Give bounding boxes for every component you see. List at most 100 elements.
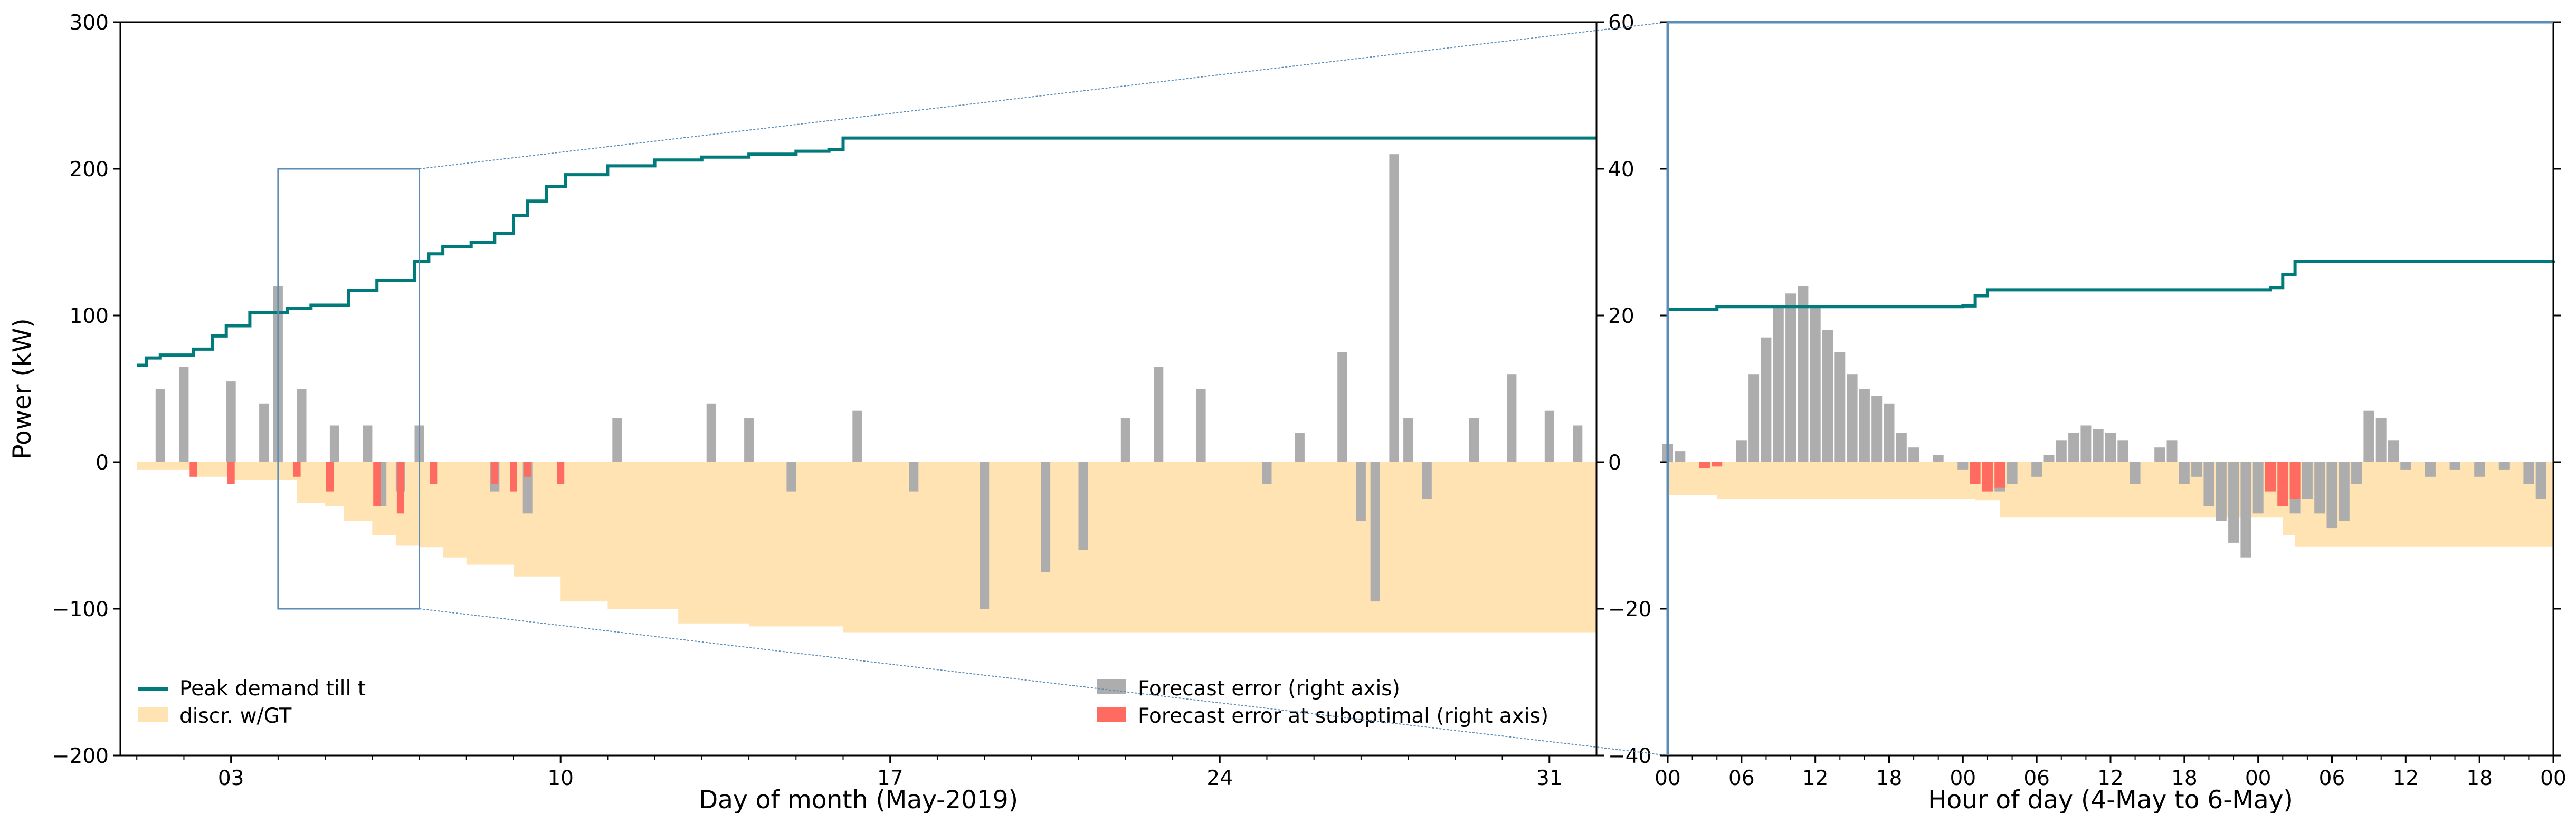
zoom-forecast-error-suboptimal-bar-4 [1994, 462, 2005, 488]
forecast-error-bar-22 [1120, 418, 1130, 462]
forecast-error-bar-6 [329, 425, 339, 462]
zoom-x-tick-label: 12 [2393, 767, 2419, 790]
right-y-tick-label: 0 [1608, 451, 1621, 475]
zoom-forecast-error-bar-51 [2388, 440, 2399, 462]
legend-discr-label: discr. w/GT [179, 704, 291, 728]
zoom-forecast-error-bar-35 [2191, 462, 2202, 477]
zoom-x-tick-label: 00 [2245, 767, 2271, 790]
forecast-error-bar-18 [909, 462, 919, 492]
forecast-error-bar-16 [786, 462, 796, 492]
peak-demand-line [137, 136, 1596, 367]
right-chart-panel: 00 06 12 18 00 06 12 18 00 06 12 18 00 Hour of day (… [1655, 21, 2567, 815]
zoom-discr-gt-area-path [1668, 462, 2553, 547]
zoom-connector-lines [419, 22, 1668, 756]
legend-forecast-error-suboptimal-label: Forecast error at suboptimal (right axis… [1138, 704, 1548, 728]
zoom-connector-top [419, 22, 1668, 169]
right-x-axis-ticks: 00 06 12 18 00 06 12 18 00 06 12 18 00 [1655, 755, 2567, 790]
zoom-x-tick-label: 06 [2023, 767, 2050, 790]
forecast-error-suboptimal-bars [189, 462, 565, 514]
x-tick-label: 17 [877, 767, 904, 790]
zoom-forecast-error-bar-10 [1822, 330, 1833, 462]
zoom-forecast-error-bar-56 [2498, 462, 2510, 470]
zoom-forecast-error-suboptimal-bar-3 [1982, 462, 1993, 492]
zoom-x-tick-label: 12 [2097, 767, 2124, 790]
forecast-error-bar-3 [259, 403, 269, 462]
x-tick-label: 03 [218, 767, 244, 790]
left-y-axis-ticks: 300 200 100 0 −100 −200 [52, 11, 120, 768]
legend: Peak demand till t discr. w/GT Forecast … [138, 677, 1548, 728]
zoom-forecast-error-bar-24 [2043, 455, 2055, 462]
forecast-error-bar-32 [1422, 462, 1432, 499]
zoom-forecast-error-bar-25 [2056, 440, 2067, 462]
forecast-error-bar-31 [1403, 418, 1413, 462]
forecast-error-bar-27 [1337, 352, 1347, 462]
forecast-error-bar-25 [1262, 462, 1272, 484]
discr-gt-area-path [137, 462, 1597, 633]
zoom-forecast-error-bar-53 [2425, 462, 2436, 477]
forecast-error-bar-29 [1370, 462, 1380, 602]
zoom-forecast-error-bar-11 [1834, 352, 1846, 462]
forecast-error-suboptimal-bar-10 [557, 462, 565, 484]
forecast-error-bar-5 [297, 389, 307, 462]
zoom-forecast-error-bars [1662, 286, 2546, 558]
zoom-forecast-error-bar-50 [2375, 418, 2387, 462]
zoom-forecast-error-bar-7 [1785, 293, 1796, 462]
forecast-error-suboptimal-bar-5 [396, 462, 404, 514]
zoom-forecast-error-bar-31 [2130, 462, 2141, 484]
forecast-error-bar-24 [1196, 389, 1206, 462]
peak-demand-step-path [137, 136, 1596, 367]
forecast-error-suboptimal-bar-1 [227, 462, 235, 484]
y-tick-label: 100 [70, 304, 109, 328]
forecast-error-bar-15 [744, 418, 754, 462]
y-tick-label: 0 [96, 451, 109, 475]
forecast-error-bar-36 [1573, 425, 1583, 462]
left-plot-frame [119, 21, 1598, 757]
legend-discr-swatch [138, 707, 168, 722]
zoom-forecast-error-bar-46 [2326, 462, 2337, 529]
zoom-forecast-error-bar-6 [1773, 308, 1784, 462]
zoom-forecast-error-bar-15 [1884, 403, 1895, 462]
zoom-x-tick-label: 18 [2466, 767, 2493, 790]
zoom-forecast-error-bar-19 [1957, 462, 1969, 470]
zoom-forecast-error-bar-49 [2363, 410, 2374, 462]
legend-forecast-error-suboptimal-swatch [1097, 707, 1126, 722]
left-right-y-axis-ticks: 60 40 20 0 −20 −40 [1596, 11, 1651, 768]
zoom-forecast-error-bar-1 [1675, 451, 1686, 462]
zoom-forecast-error-bar-4 [1748, 374, 1760, 462]
zoom-forecast-error-bar-44 [2302, 462, 2313, 499]
zoom-forecast-error-bar-39 [2240, 462, 2251, 558]
zoom-forecast-error-bar-27 [2080, 425, 2092, 462]
right-y-tick-label: 40 [1608, 158, 1634, 181]
forecast-error-suboptimal-bar-0 [189, 462, 197, 477]
zoom-forecast-error-bar-18 [1933, 455, 1944, 462]
zoom-forecast-error-suboptimal-bar-0 [1699, 462, 1710, 468]
zoom-forecast-error-suboptimal-bar-6 [2277, 462, 2288, 506]
zoom-forecast-error-suboptimal-bar-5 [2265, 462, 2276, 492]
left-y-axis-label: Power (kW) [8, 318, 37, 459]
zoom-forecast-error-bar-47 [2339, 462, 2350, 521]
zoom-forecast-error-bar-54 [2449, 462, 2460, 470]
forecast-error-suboptimal-bar-3 [326, 462, 334, 492]
legend-peak-label: Peak demand till t [179, 677, 366, 701]
x-tick-label: 24 [1206, 767, 1233, 790]
x-tick-label: 31 [1536, 767, 1563, 790]
zoom-forecast-error-bar-16 [1896, 433, 1907, 462]
zoom-forecast-error-bar-8 [1798, 286, 1809, 462]
zoom-forecast-error-bar-32 [2154, 447, 2165, 462]
zoom-forecast-error-bar-22 [2007, 462, 2018, 484]
zoom-forecast-error-bar-55 [2474, 462, 2485, 477]
zoom-forecast-error-bar-57 [2523, 462, 2534, 484]
y-tick-label: 300 [70, 11, 109, 35]
legend-forecast-error-label: Forecast error (right axis) [1138, 677, 1400, 701]
zoom-x-tick-label: 18 [1876, 767, 1903, 790]
zoom-peak-demand-step-path [1668, 260, 2555, 311]
forecast-error-suboptimal-bar-9 [524, 462, 531, 477]
zoom-forecast-error-bar-12 [1847, 374, 1858, 462]
zoom-forecast-error-bar-23 [2031, 462, 2042, 477]
forecast-error-suboptimal-bar-4 [373, 462, 381, 506]
forecast-error-suboptimal-bar-8 [510, 462, 517, 492]
zoom-forecast-error-bar-5 [1761, 337, 1772, 462]
forecast-error-bar-2 [226, 381, 236, 462]
forecast-error-bar-28 [1356, 462, 1366, 521]
